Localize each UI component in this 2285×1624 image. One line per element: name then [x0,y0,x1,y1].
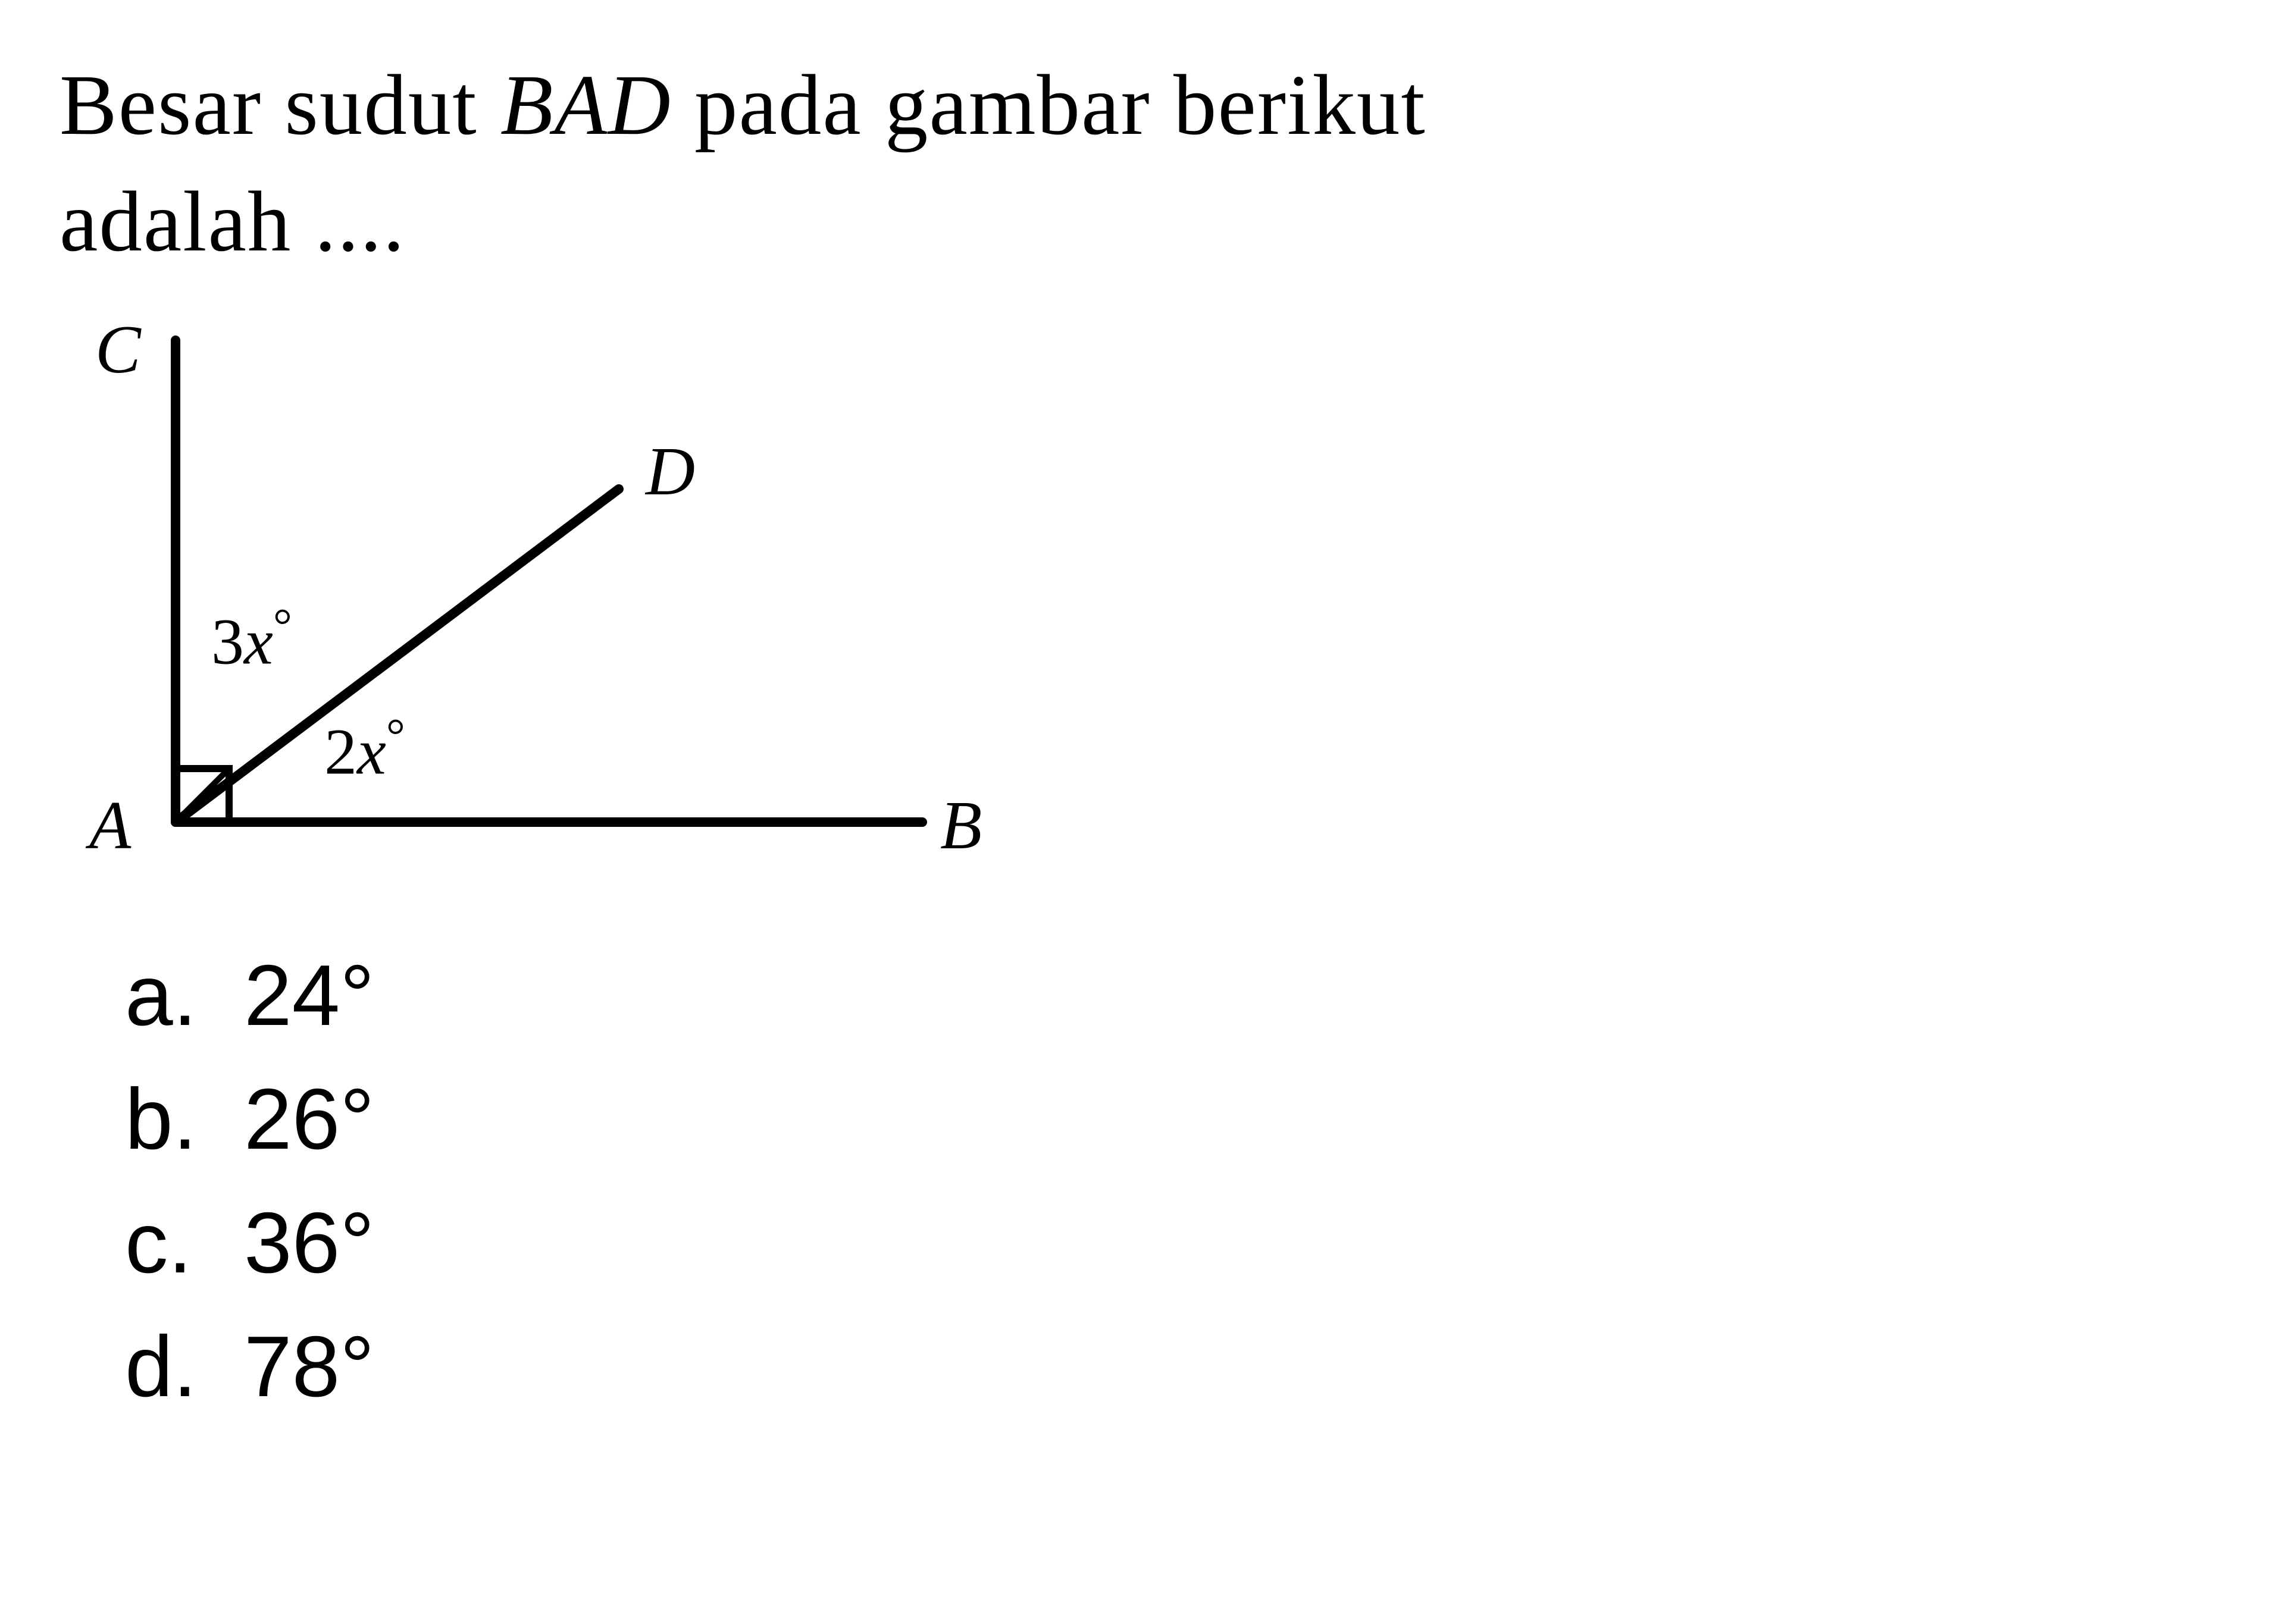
option-b: b. 26° [125,1059,2225,1180]
label-a: A [89,786,131,865]
question-line1-part1: Besar sudut [60,58,500,153]
angle-cad-coef: 3 [211,605,244,678]
options-list: a. 24° b. 26° c. 36° d. 78° [125,935,2225,1427]
angle-cad-degree: ° [273,600,292,652]
option-c: c. 36° [125,1183,2225,1303]
label-b: B [940,786,982,865]
angle-cad-label: 3x° [211,599,292,680]
angle-diagram: C D A B 3x° 2x° [60,305,1071,899]
option-b-letter: b. [125,1059,244,1180]
angle-cad-var: x [244,605,273,678]
question-angle-name: BAD [500,58,672,153]
option-d: d. 78° [125,1306,2225,1427]
label-c: C [95,311,141,389]
angle-dab-label: 2x° [324,709,405,790]
question-line2: adalah .... [60,174,406,269]
question-line1-part2: pada gambar berikut [672,58,1426,153]
option-c-letter: c. [125,1183,244,1303]
option-a: a. 24° [125,935,2225,1056]
angle-dab-var: x [357,715,386,788]
right-angle-hatch [176,769,229,822]
option-c-value: 36° [244,1183,374,1303]
option-d-letter: d. [125,1306,244,1427]
question-text: Besar sudut BAD pada gambar berikut adal… [60,48,2225,281]
angle-dab-degree: ° [386,710,405,762]
option-b-value: 26° [244,1059,374,1180]
label-d: D [646,432,695,511]
option-d-value: 78° [244,1306,374,1427]
option-a-letter: a. [125,935,244,1056]
angle-dab-coef: 2 [324,715,357,788]
option-a-value: 24° [244,935,374,1056]
